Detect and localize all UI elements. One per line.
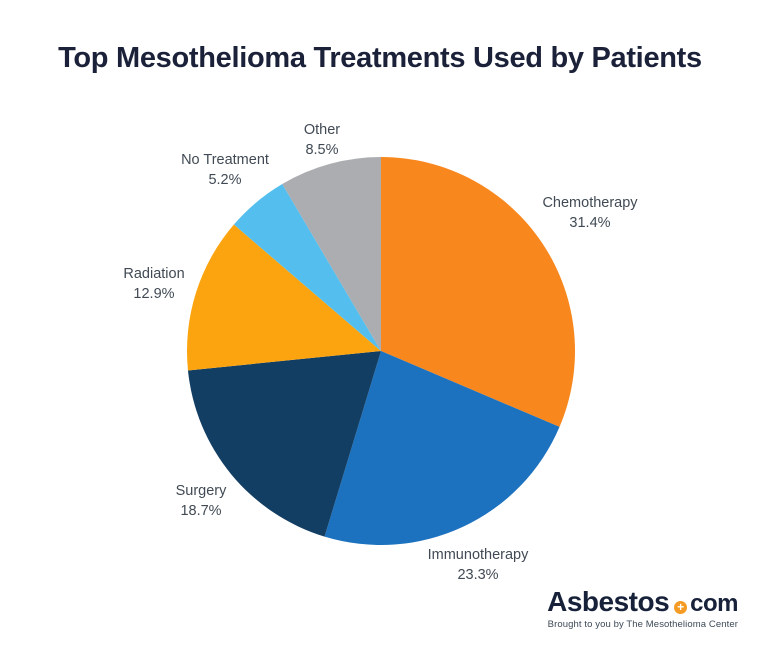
pie-slice-surgery (187, 351, 381, 537)
slice-name-label: No Treatment (181, 152, 269, 168)
slice-name-label: Immunotherapy (427, 547, 529, 563)
pie-label-no-treatment: No Treatment 5.2% (181, 150, 269, 190)
pie-slice-no-treatment (233, 184, 381, 351)
plus-icon: + (674, 601, 688, 614)
slice-name-label: Other (303, 122, 341, 138)
slice-percent-label: 8.5% (305, 142, 339, 158)
logo-text-com: com (690, 590, 738, 617)
slice-name-label: Chemotherapy (542, 195, 638, 211)
slice-percent-label: 18.7% (180, 503, 222, 519)
slice-name-label: Radiation (123, 266, 185, 282)
pie-slice-chemotherapy (381, 157, 575, 427)
slice-percent-label: 5.2% (208, 172, 242, 188)
pie-label-chemotherapy: Chemotherapy 31.4% (542, 193, 637, 233)
pie-slice-other (282, 157, 381, 351)
pie-label-surgery: Surgery 18.7% (176, 481, 227, 521)
pie-slice-immunotherapy (324, 351, 560, 545)
pie-label-immunotherapy: Immunotherapy 23.3% (428, 545, 529, 585)
asbestos-logo: Asbestos + com Brought to you by The Mes… (547, 586, 738, 630)
pie-slice-radiation (187, 224, 381, 371)
slice-percent-label: 12.9% (133, 286, 175, 302)
logo-wordmark: Asbestos + com (547, 586, 738, 618)
pie-label-other: Other 8.5% (304, 120, 340, 160)
slice-name-label: Surgery (175, 483, 227, 499)
logo-text-asbestos: Asbestos (547, 586, 670, 617)
slice-percent-label: 23.3% (457, 567, 499, 583)
chart-title: Top Mesothelioma Treatments Used by Pati… (58, 42, 702, 74)
pie-label-radiation: Radiation 12.9% (123, 264, 184, 304)
logo-tagline: Brought to you by The Mesothelioma Cente… (547, 619, 738, 630)
slice-percent-label: 31.4% (569, 215, 611, 231)
